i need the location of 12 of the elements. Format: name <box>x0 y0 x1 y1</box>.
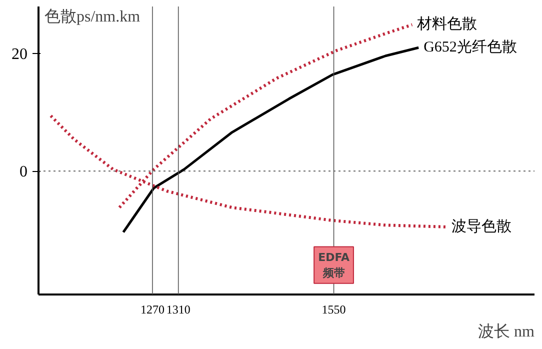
series-label: G652光纤色散 <box>424 38 517 56</box>
y-axis-title: 色散ps/nm.km <box>44 8 141 26</box>
y-tick-label: 0 <box>20 164 28 181</box>
line-series <box>122 46 420 234</box>
x-axis-title: 波长 nm <box>478 322 536 340</box>
series-label: 材料色散 <box>416 16 478 33</box>
x-tick-label: 1550 <box>322 302 346 316</box>
y-tick-label: 20 <box>12 46 28 64</box>
x-tick-label: 1270 <box>140 302 164 316</box>
annotation: EDFA 频带 <box>318 250 350 280</box>
x-tick-label: 1310 <box>166 302 190 316</box>
series-label: 波导色散 <box>451 218 512 235</box>
